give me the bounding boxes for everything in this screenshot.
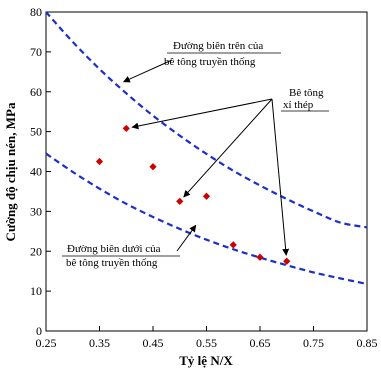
annotation-slag-line-1: Bê tông xyxy=(289,87,324,99)
arrow-lower-boundary xyxy=(176,224,197,252)
y-tick-label: 50 xyxy=(30,125,42,139)
arrow-slag-concrete xyxy=(183,98,273,198)
data-point xyxy=(122,124,130,133)
annotation-upper-line-1: Đường biên trên của xyxy=(173,40,263,52)
data-point xyxy=(176,197,184,206)
x-tick-label: 0.85 xyxy=(357,336,378,350)
annotation-upper-boundary: Đường biên trên của bê tông truyền thống xyxy=(122,40,281,83)
x-tick-label: 0.55 xyxy=(196,336,217,350)
annotation-lower-boundary: Đường biên dưới của bê tông truyền thống xyxy=(62,224,197,269)
y-tick-label: 70 xyxy=(30,45,42,59)
arrows-slag-concrete xyxy=(131,98,290,256)
data-point xyxy=(229,241,237,249)
arrow-upper-boundary xyxy=(122,59,173,83)
upper-boundary-line xyxy=(45,11,368,229)
arrow-slag-concrete xyxy=(131,98,273,130)
y-tick-label: 20 xyxy=(30,244,42,258)
data-point xyxy=(256,253,264,261)
x-tick-label: 0.25 xyxy=(36,336,57,350)
annotation-upper-line-2: bê tông truyền thống xyxy=(164,56,256,68)
lower-boundary-line xyxy=(45,152,368,286)
data-point xyxy=(202,192,211,200)
y-tick-label: 0 xyxy=(36,324,42,338)
x-tick-label: 0.35 xyxy=(89,336,110,350)
annotation-slag-concrete: Bê tông xỉ thép xyxy=(131,87,329,256)
x-axis-title: Tỷ lệ N/X xyxy=(179,353,233,368)
y-tick-label: 40 xyxy=(30,165,42,179)
x-tick-label: 0.45 xyxy=(143,336,164,350)
y-axis-title: Cường độ chịu nén, MPa xyxy=(3,102,18,241)
x-tick-label: 0.75 xyxy=(303,336,324,350)
y-tick-label: 30 xyxy=(30,204,42,218)
data-point xyxy=(95,157,104,166)
x-tick-label: 0.65 xyxy=(250,336,271,350)
slag-concrete-points xyxy=(95,124,291,265)
data-point xyxy=(283,257,291,265)
y-tick-label: 60 xyxy=(30,85,42,99)
arrow-slag-concrete xyxy=(271,98,290,256)
annotation-lower-line-2: bê tông truyền thống xyxy=(66,257,158,269)
annotation-slag-line-2: xỉ thép xyxy=(283,99,314,111)
ticks: 0.25 0.35 0.45 0.55 0.65 0.75 0.85 0 10 20 30 40 50 6… xyxy=(30,5,378,350)
y-tick-label: 80 xyxy=(30,5,42,19)
data-point xyxy=(149,163,157,171)
y-tick-label: 10 xyxy=(30,284,42,298)
annotation-lower-line-1: Đường biên dưới của xyxy=(67,243,161,255)
